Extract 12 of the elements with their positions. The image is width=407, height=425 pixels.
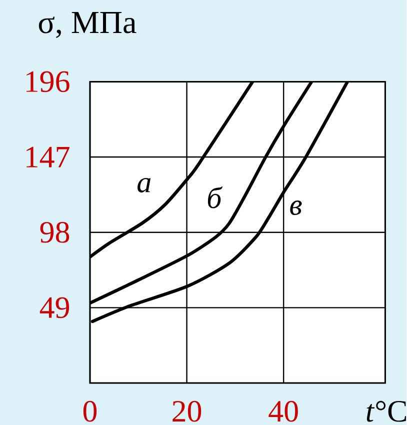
x-tick-label: 0 <box>84 400 97 422</box>
y-axis-title: σ, МПа <box>39 12 137 38</box>
series-label: б <box>208 186 223 208</box>
y-tick-label: 98 <box>40 222 70 243</box>
y-tick-label: 196 <box>26 71 70 92</box>
x-axis-title: t°C <box>367 400 406 422</box>
series-label: в <box>290 200 302 216</box>
x-tick-label: 20 <box>172 400 202 422</box>
y-tick-label: 147 <box>26 146 70 168</box>
y-tick-label: 49 <box>40 297 70 318</box>
x-tick-label: 40 <box>268 400 298 422</box>
series-label: а <box>138 178 151 192</box>
